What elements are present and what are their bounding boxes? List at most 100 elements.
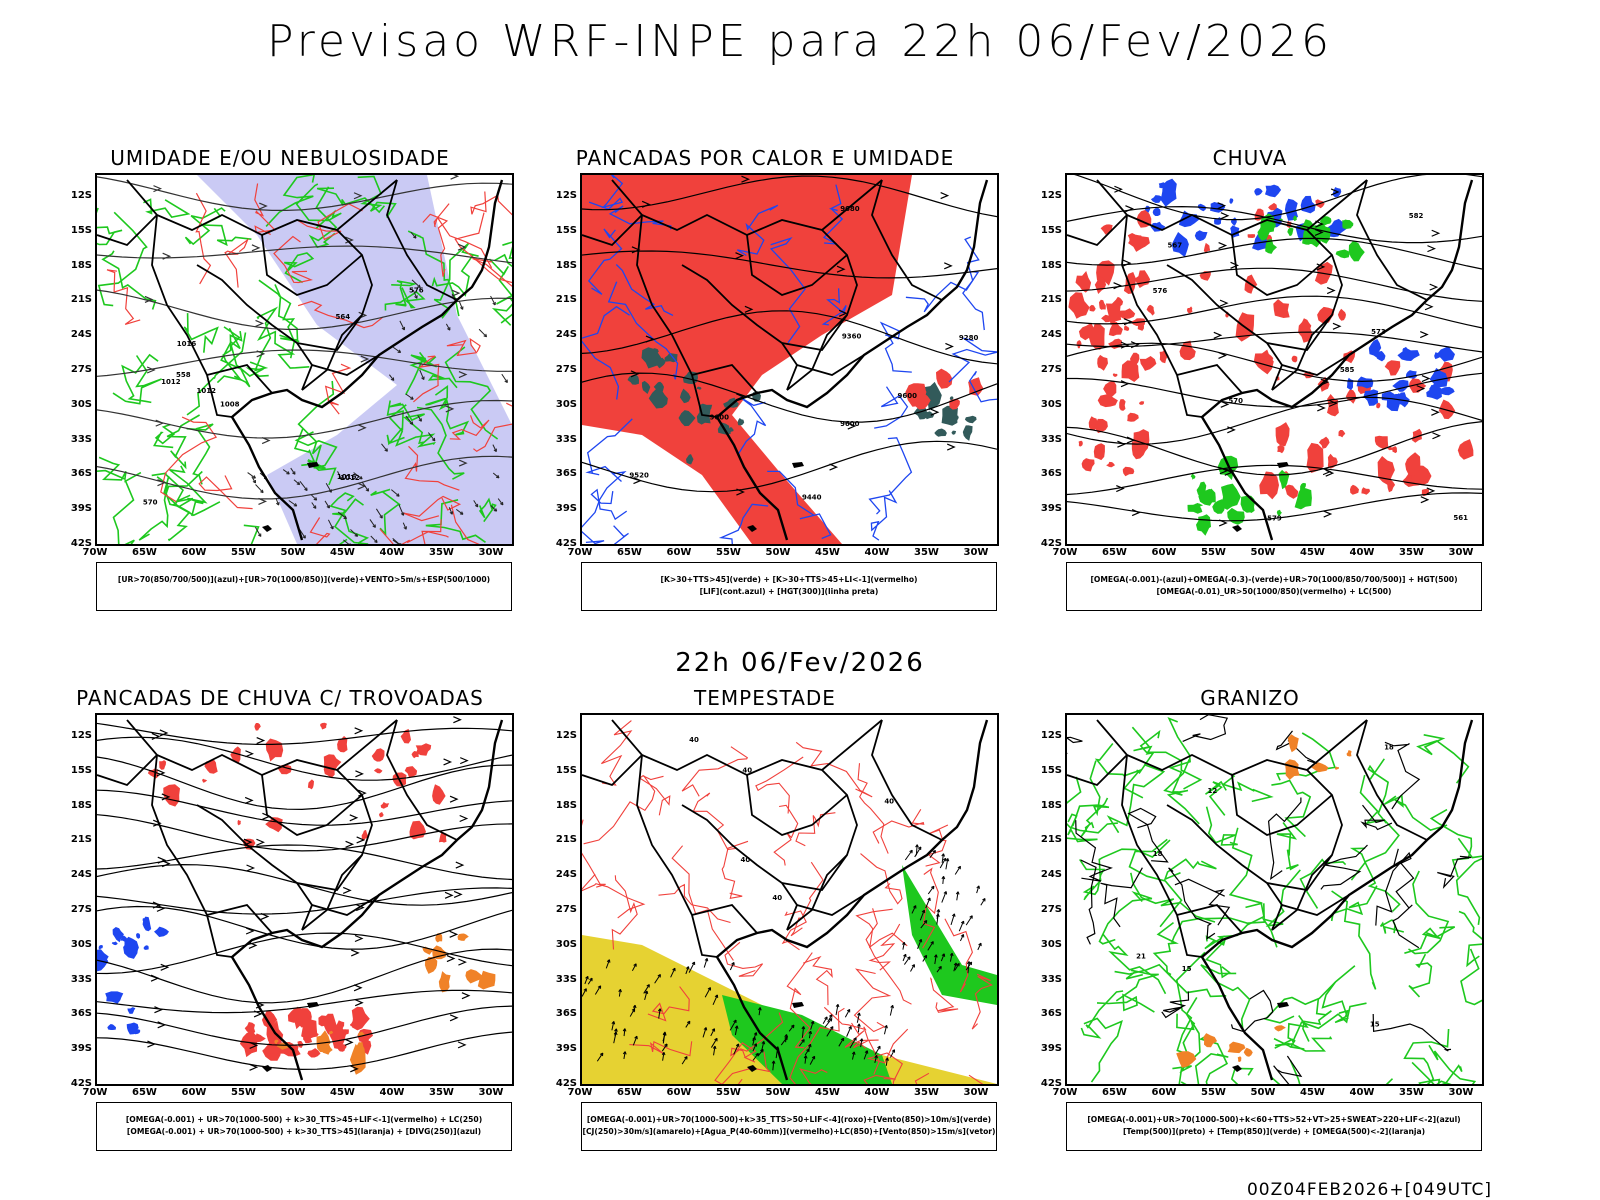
lat-tick-label: 27S xyxy=(70,904,92,915)
lat-tick-label: 39S xyxy=(555,503,577,515)
legend-line: [K>30+TTS>45](verde) + [K>30+TTS>45+LI<-… xyxy=(660,575,918,584)
green-contours xyxy=(97,175,512,544)
svg-text:9360: 9360 xyxy=(842,332,862,340)
panel-granizo: GRANIZO 12S 15S 18S 21S 24S 27S 30S 33S 36S 39S 42S… xyxy=(1030,686,1484,1196)
lat-tick-label: 21S xyxy=(555,834,577,846)
svg-text:1016: 1016 xyxy=(337,473,357,481)
svg-text:9280: 9280 xyxy=(959,334,979,342)
lon-tick-label: 60W xyxy=(1151,547,1177,558)
lon-tick-label: 50W xyxy=(1250,1087,1276,1098)
svg-text:40: 40 xyxy=(742,766,752,774)
lat-tick-label: 15S xyxy=(1040,764,1062,776)
lat-tick-label: 12S xyxy=(70,190,92,201)
panel-title: UMIDADE E/OU NEBULOSIDADE xyxy=(110,146,450,170)
map-frame: 40 40 40 40 40 xyxy=(580,713,999,1086)
lon-tick-label: 65W xyxy=(132,547,157,558)
lon-tick-label: 55W xyxy=(1201,1087,1226,1098)
lon-tick-label: 55W xyxy=(716,547,741,558)
lon-tick-label: 30W xyxy=(1448,1087,1474,1098)
svg-text:12: 12 xyxy=(1207,787,1217,795)
lat-tick-label: 42S xyxy=(1040,1078,1062,1089)
lon-tick-label: 50W xyxy=(765,547,791,558)
lat-tick-label: 24S xyxy=(555,329,577,341)
svg-text:15: 15 xyxy=(1370,1020,1380,1028)
lon-tick-label: 55W xyxy=(231,547,256,558)
svg-text:40: 40 xyxy=(772,894,782,902)
lat-tick-label: 39S xyxy=(555,1043,577,1055)
svg-text:9440: 9440 xyxy=(802,494,822,502)
lat-tick-label: 15S xyxy=(70,224,92,236)
lon-tick-label: 45W xyxy=(1300,547,1325,558)
coastline-and-borders xyxy=(1067,179,1474,541)
svg-text:1012: 1012 xyxy=(161,378,181,386)
svg-text:40: 40 xyxy=(884,798,894,806)
lat-tick-label: 39S xyxy=(70,503,92,515)
map-plot: 585 582 579 576 573 570 567 561 xyxy=(1067,175,1482,541)
panel-chuva: CHUVA 12S 15S 18S 21S 24S 27S 30S 33S 36S 39S 42S 70… xyxy=(1030,146,1484,656)
omega-orange xyxy=(1176,734,1352,1068)
panel-pancadas-calor: PANCADAS POR CALOR E UMIDADE 12S 15S 18S 21S… xyxy=(545,146,999,656)
coastline-and-borders xyxy=(582,179,989,541)
svg-text:18: 18 xyxy=(1153,850,1163,858)
lat-tick-label: 39S xyxy=(70,1043,92,1055)
lon-tick-label: 65W xyxy=(132,1087,157,1098)
lat-tick-label: 30S xyxy=(1040,398,1062,410)
lon-tick-label: 30W xyxy=(478,547,504,558)
lon-tick-label: 40W xyxy=(1349,1087,1375,1098)
lat-tick-label: 30S xyxy=(70,398,92,410)
lat-tick-label: 42S xyxy=(1040,538,1062,549)
lat-tick-label: 15S xyxy=(555,224,577,236)
lat-tick-label: 30S xyxy=(70,938,92,950)
lon-tick-label: 70W xyxy=(1052,1087,1078,1098)
lon-tick-label: 35W xyxy=(429,547,454,558)
lat-tick-label: 21S xyxy=(1040,294,1062,306)
svg-text:1016: 1016 xyxy=(177,340,197,348)
lat-tick-label: 15S xyxy=(70,764,92,776)
lon-tick-label: 30W xyxy=(963,1087,989,1098)
lon-tick-label: 70W xyxy=(567,1087,593,1098)
panel-legend: [OMEGA(-0.001)+UR>70(1000-500)+k<60+TTS>… xyxy=(1066,1102,1482,1151)
lon-tick-label: 40W xyxy=(864,1087,890,1098)
lon-tick-label: 45W xyxy=(815,547,840,558)
lon-tick-label: 30W xyxy=(963,547,989,558)
lat-tick-label: 36S xyxy=(555,468,577,480)
panel-legend: [K>30+TTS>45](verde) + [K>30+TTS>45+LI<-… xyxy=(581,562,997,611)
lat-tick-label: 33S xyxy=(70,973,92,985)
map-frame xyxy=(95,713,514,1086)
lat-tick-label: 18S xyxy=(70,799,92,811)
lat-tick-label: 39S xyxy=(1040,503,1062,515)
svg-text:40: 40 xyxy=(689,736,699,744)
svg-text:570: 570 xyxy=(143,499,158,507)
svg-text:9600: 9600 xyxy=(840,420,860,428)
lat-tick-label: 30S xyxy=(555,398,577,410)
lon-tick-label: 40W xyxy=(1349,547,1375,558)
lat-tick-label: 21S xyxy=(70,834,92,846)
legend-line: [OMEGA(-0.001)+UR>70(1000-500)+k<60+TTS>… xyxy=(1087,1115,1461,1124)
lat-tick-label: 27S xyxy=(70,364,92,375)
red-dashed-contours xyxy=(106,183,512,544)
lc250-streamlines xyxy=(97,716,512,1073)
lon-tick-label: 60W xyxy=(1151,1087,1177,1098)
red-blobs-ocean xyxy=(905,368,984,410)
map-frame: 9600 9520 9440 9360 9280 9600 9680 9600 xyxy=(580,173,999,546)
lat-tick-label: 21S xyxy=(1040,834,1062,846)
map-plot: 40 40 40 40 40 xyxy=(582,719,997,1084)
svg-text:579: 579 xyxy=(1267,515,1282,523)
legend-line: [UR>70(850/700/500)](azul)+[UR>70(1000/8… xyxy=(117,575,491,584)
lat-tick-label: 18S xyxy=(70,259,92,271)
lat-tick-label: 33S xyxy=(555,433,577,445)
lat-tick-label: 36S xyxy=(555,1008,577,1020)
lat-tick-label: 36S xyxy=(70,1008,92,1020)
contour-labels: 9600 9520 9440 9360 9280 9600 9680 9600 xyxy=(629,205,978,502)
lat-tick-label: 18S xyxy=(555,799,577,811)
lat-tick-label: 24S xyxy=(70,869,92,881)
legend-line: [LIF](cont.azul) + [HGT(300)](linha pret… xyxy=(699,587,879,596)
convection-red-area xyxy=(582,175,912,544)
lon-tick-label: 45W xyxy=(1300,1087,1325,1098)
lon-tick-label: 70W xyxy=(82,1087,108,1098)
panel-title: TEMPESTADE xyxy=(694,686,836,710)
legend-line: [OMEGA(-0.001) + UR>70(1000-500) + k>30_… xyxy=(126,1127,482,1136)
lon-tick-label: 70W xyxy=(82,547,108,558)
lat-tick-label: 12S xyxy=(555,730,577,741)
lat-tick-label: 24S xyxy=(1040,329,1062,341)
